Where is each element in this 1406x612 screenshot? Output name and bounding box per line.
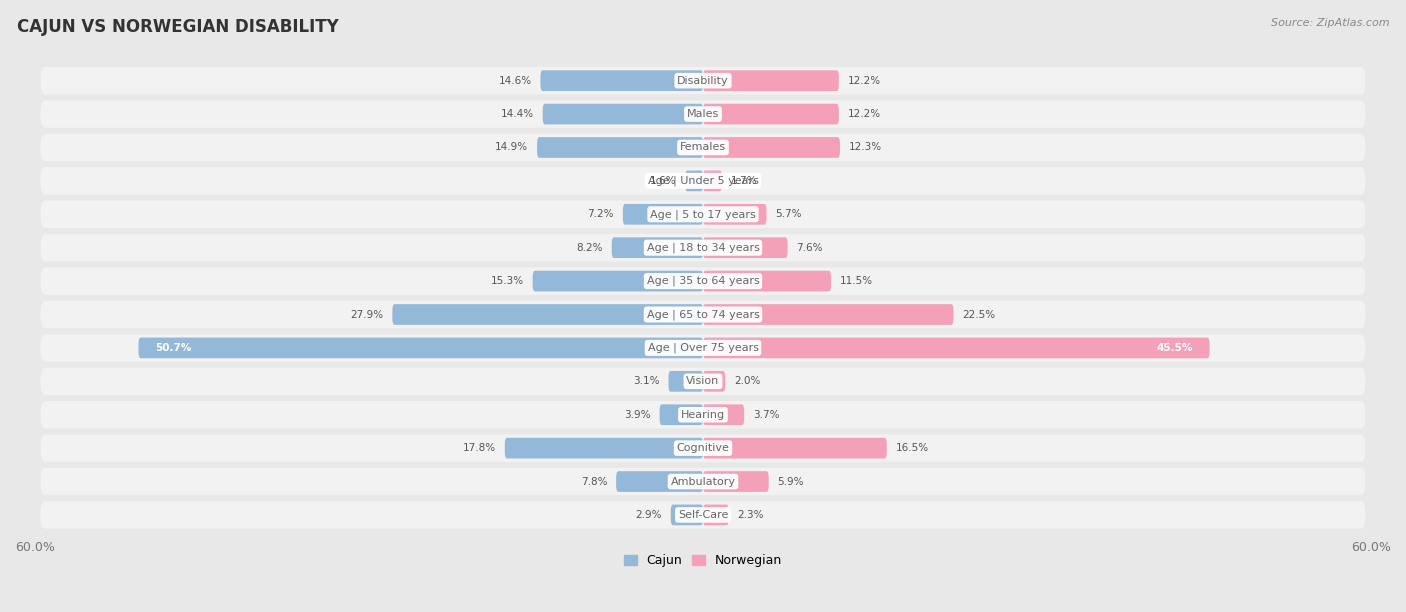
Text: 7.8%: 7.8% — [581, 477, 607, 487]
FancyBboxPatch shape — [703, 338, 1209, 358]
FancyBboxPatch shape — [41, 468, 1365, 495]
FancyBboxPatch shape — [537, 137, 703, 158]
FancyBboxPatch shape — [41, 134, 1365, 161]
FancyBboxPatch shape — [703, 304, 953, 325]
Text: Females: Females — [681, 143, 725, 152]
Text: Age | 35 to 64 years: Age | 35 to 64 years — [647, 276, 759, 286]
FancyBboxPatch shape — [41, 201, 1365, 228]
FancyBboxPatch shape — [703, 438, 887, 458]
FancyBboxPatch shape — [703, 237, 787, 258]
Text: 1.7%: 1.7% — [731, 176, 758, 186]
Text: 14.4%: 14.4% — [501, 109, 534, 119]
Text: 3.1%: 3.1% — [633, 376, 659, 386]
Text: 12.3%: 12.3% — [849, 143, 882, 152]
Text: 3.9%: 3.9% — [624, 409, 651, 420]
FancyBboxPatch shape — [703, 371, 725, 392]
FancyBboxPatch shape — [623, 204, 703, 225]
Text: 45.5%: 45.5% — [1157, 343, 1192, 353]
FancyBboxPatch shape — [671, 504, 703, 525]
Text: Source: ZipAtlas.com: Source: ZipAtlas.com — [1271, 18, 1389, 28]
FancyBboxPatch shape — [668, 371, 703, 392]
Text: 27.9%: 27.9% — [350, 310, 384, 319]
Text: 14.9%: 14.9% — [495, 143, 529, 152]
Text: Age | 65 to 74 years: Age | 65 to 74 years — [647, 309, 759, 319]
Text: 2.9%: 2.9% — [636, 510, 662, 520]
FancyBboxPatch shape — [612, 237, 703, 258]
Text: Cognitive: Cognitive — [676, 443, 730, 453]
FancyBboxPatch shape — [703, 204, 766, 225]
Text: 7.2%: 7.2% — [588, 209, 614, 219]
FancyBboxPatch shape — [659, 405, 703, 425]
Text: CAJUN VS NORWEGIAN DISABILITY: CAJUN VS NORWEGIAN DISABILITY — [17, 18, 339, 36]
FancyBboxPatch shape — [41, 267, 1365, 295]
Text: 12.2%: 12.2% — [848, 76, 882, 86]
FancyBboxPatch shape — [41, 334, 1365, 362]
Text: 11.5%: 11.5% — [839, 276, 873, 286]
FancyBboxPatch shape — [392, 304, 703, 325]
Text: 2.0%: 2.0% — [734, 376, 761, 386]
Text: 12.2%: 12.2% — [848, 109, 882, 119]
Text: 5.9%: 5.9% — [778, 477, 804, 487]
FancyBboxPatch shape — [41, 100, 1365, 128]
Text: 50.7%: 50.7% — [155, 343, 191, 353]
Text: Vision: Vision — [686, 376, 720, 386]
FancyBboxPatch shape — [616, 471, 703, 492]
Text: 17.8%: 17.8% — [463, 443, 496, 453]
Text: Age | 18 to 34 years: Age | 18 to 34 years — [647, 242, 759, 253]
FancyBboxPatch shape — [41, 368, 1365, 395]
Text: 22.5%: 22.5% — [963, 310, 995, 319]
FancyBboxPatch shape — [41, 401, 1365, 428]
FancyBboxPatch shape — [685, 171, 703, 191]
Text: Ambulatory: Ambulatory — [671, 477, 735, 487]
Text: Males: Males — [688, 109, 718, 119]
FancyBboxPatch shape — [703, 103, 839, 124]
FancyBboxPatch shape — [41, 167, 1365, 195]
FancyBboxPatch shape — [41, 301, 1365, 328]
FancyBboxPatch shape — [703, 171, 721, 191]
FancyBboxPatch shape — [138, 338, 703, 358]
Text: Disability: Disability — [678, 76, 728, 86]
FancyBboxPatch shape — [703, 137, 839, 158]
FancyBboxPatch shape — [703, 471, 769, 492]
FancyBboxPatch shape — [41, 234, 1365, 261]
Text: 15.3%: 15.3% — [491, 276, 524, 286]
Text: 7.6%: 7.6% — [797, 243, 823, 253]
FancyBboxPatch shape — [505, 438, 703, 458]
Text: Age | Under 5 years: Age | Under 5 years — [648, 176, 758, 186]
FancyBboxPatch shape — [41, 435, 1365, 462]
FancyBboxPatch shape — [703, 70, 839, 91]
FancyBboxPatch shape — [543, 103, 703, 124]
Text: 5.7%: 5.7% — [775, 209, 801, 219]
Text: Age | Over 75 years: Age | Over 75 years — [648, 343, 758, 353]
Text: 3.7%: 3.7% — [754, 409, 779, 420]
Text: 1.6%: 1.6% — [650, 176, 676, 186]
FancyBboxPatch shape — [703, 504, 728, 525]
FancyBboxPatch shape — [533, 271, 703, 291]
Text: Self-Care: Self-Care — [678, 510, 728, 520]
Text: Age | 5 to 17 years: Age | 5 to 17 years — [650, 209, 756, 220]
Text: Hearing: Hearing — [681, 409, 725, 420]
FancyBboxPatch shape — [41, 501, 1365, 529]
Text: 2.3%: 2.3% — [738, 510, 763, 520]
Text: 14.6%: 14.6% — [498, 76, 531, 86]
Text: 16.5%: 16.5% — [896, 443, 929, 453]
FancyBboxPatch shape — [703, 271, 831, 291]
Text: 8.2%: 8.2% — [576, 243, 603, 253]
FancyBboxPatch shape — [540, 70, 703, 91]
Legend: Cajun, Norwegian: Cajun, Norwegian — [619, 549, 787, 572]
FancyBboxPatch shape — [703, 405, 744, 425]
FancyBboxPatch shape — [41, 67, 1365, 94]
